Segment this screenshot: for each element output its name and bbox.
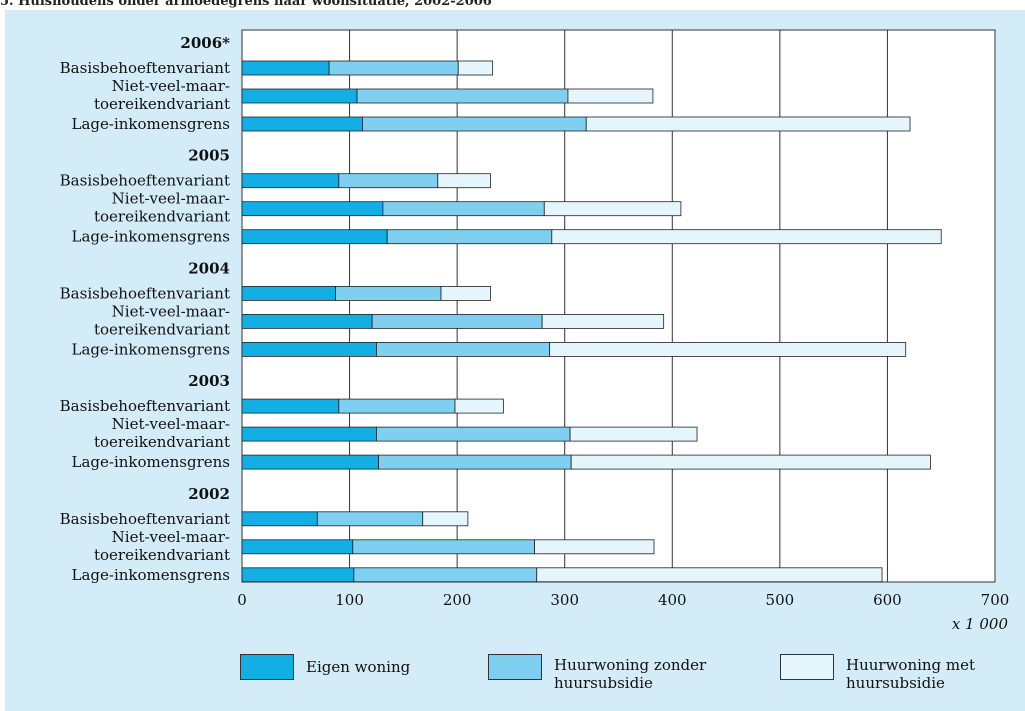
bar-segment-2006-2-2	[585, 116, 911, 132]
bar-segment-2003-2-0	[241, 454, 380, 470]
bar-segment-2005-0-0	[241, 173, 340, 189]
year-label-2002: 2002	[188, 485, 230, 503]
bar-label-2003-0: Basisbehoeftenvariant	[60, 397, 230, 415]
bar-segment-2005-1-1	[382, 201, 545, 217]
year-label-2005: 2005	[188, 147, 230, 165]
x-tick-label-300: 300	[550, 591, 579, 609]
bar-segment-2006-0-1	[328, 60, 459, 76]
bar-segment-2002-0-1	[316, 511, 424, 527]
bar-label-2004-1-line2: toereikendvariant	[94, 320, 230, 338]
bar-segment-2004-0-2	[440, 285, 491, 301]
bar-label-2002-1-line2: toereikendvariant	[94, 546, 230, 564]
year-label-2003: 2003	[188, 372, 230, 390]
bar-segment-2006-0-2	[457, 60, 494, 76]
x-tick-label-100: 100	[335, 591, 364, 609]
bar-label-2002-1-line1: Niet-veel-maar-	[112, 528, 230, 546]
bar-segment-2003-1-1	[376, 426, 571, 442]
bar-segment-2006-0-0	[241, 60, 330, 76]
bar-segment-2003-2-1	[378, 454, 572, 470]
chart-title: 5. Huishoudens onder armoedegrens naar w…	[0, 0, 492, 9]
bar-label-2004-1-line1: Niet-veel-maar-	[112, 302, 230, 320]
x-tick-label-500: 500	[766, 591, 795, 609]
bar-label-2006-0: Basisbehoeftenvariant	[60, 59, 230, 77]
bar-label-2003-1-line1: Niet-veel-maar-	[112, 415, 230, 433]
bar-segment-2005-0-2	[437, 173, 491, 189]
bar-segment-2002-1-0	[241, 539, 354, 555]
x-tick-label-200: 200	[443, 591, 472, 609]
bar-segment-2004-0-1	[335, 285, 442, 301]
year-label-2004: 2004	[188, 259, 230, 277]
bar-segment-2006-2-0	[241, 116, 363, 132]
bar-label-2003-1-line2: toereikendvariant	[94, 433, 230, 451]
bar-segment-2004-1-2	[541, 313, 665, 329]
bar-label-2002-0: Basisbehoeftenvariant	[60, 510, 230, 528]
bar-label-2006-2: Lage-inkomensgrens	[72, 115, 231, 133]
x-tick-label-400: 400	[658, 591, 687, 609]
bar-segment-2003-0-0	[241, 398, 340, 414]
bar-segment-2005-2-2	[551, 229, 942, 245]
bar-segment-2002-1-2	[534, 539, 655, 555]
bar-segment-2005-1-2	[543, 201, 682, 217]
bar-segment-2004-1-0	[241, 313, 373, 329]
bar-segment-2006-2-1	[362, 116, 587, 132]
bar-segment-2005-2-1	[386, 229, 553, 245]
x-unit-label: x 1 000	[952, 615, 1009, 633]
year-label-2006: 2006*	[180, 34, 230, 52]
bar-segment-2003-1-2	[569, 426, 698, 442]
x-tick-label-700: 700	[981, 591, 1010, 609]
bar-segment-2006-1-1	[356, 88, 569, 104]
bar-segment-2004-1-1	[371, 313, 543, 329]
bar-segment-2003-2-2	[570, 454, 931, 470]
bar-label-2003-2: Lage-inkomensgrens	[72, 453, 231, 471]
bar-segment-2004-2-2	[549, 341, 907, 357]
bar-label-2002-2: Lage-inkomensgrens	[72, 566, 231, 584]
bar-label-2005-1-line2: toereikendvariant	[94, 208, 230, 226]
bar-segment-2003-0-1	[338, 398, 456, 414]
bar-segment-2005-0-1	[338, 173, 439, 189]
bar-segment-2005-2-0	[241, 229, 388, 245]
x-tick-label-0: 0	[237, 591, 247, 609]
bar-segment-2002-2-2	[536, 567, 883, 583]
bar-segment-2004-2-0	[241, 341, 377, 357]
x-tick-label-600: 600	[873, 591, 902, 609]
bar-segment-2004-0-0	[241, 285, 336, 301]
bar-label-2005-1-line1: Niet-veel-maar-	[112, 190, 230, 208]
plot-area	[241, 29, 996, 583]
bar-segment-2005-1-0	[241, 201, 384, 217]
bar-segment-2004-2-1	[376, 341, 551, 357]
bar-segment-2002-2-1	[353, 567, 538, 583]
bar-segment-2002-1-1	[352, 539, 535, 555]
bar-segment-2006-1-2	[567, 88, 654, 104]
bar-label-2004-0: Basisbehoeftenvariant	[60, 284, 230, 302]
bar-label-2006-1-line2: toereikendvariant	[94, 95, 230, 113]
bar-label-2006-1-line1: Niet-veel-maar-	[112, 77, 230, 95]
bar-segment-2006-1-0	[241, 88, 358, 104]
bar-segment-2003-1-0	[241, 426, 377, 442]
bar-segment-2002-2-0	[241, 567, 355, 583]
bar-segment-2002-0-2	[422, 511, 469, 527]
bar-segment-2003-0-2	[454, 398, 504, 414]
bar-label-2005-2: Lage-inkomensgrens	[72, 228, 231, 246]
bar-label-2005-0: Basisbehoeftenvariant	[60, 172, 230, 190]
bar-label-2004-2: Lage-inkomensgrens	[72, 340, 231, 358]
bar-segment-2002-0-0	[241, 511, 318, 527]
